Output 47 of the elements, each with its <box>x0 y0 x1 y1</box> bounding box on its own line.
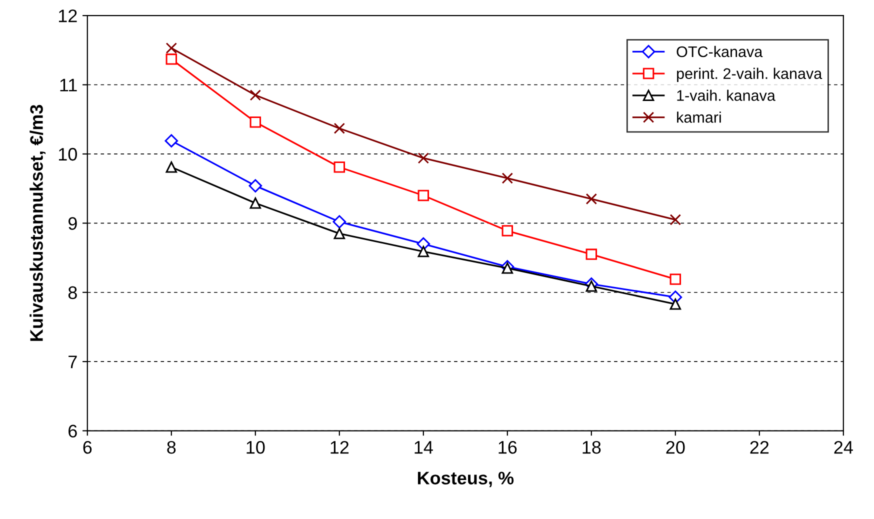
point <box>418 246 430 258</box>
x-tick-label: 10 <box>246 440 265 454</box>
point <box>670 274 682 285</box>
point <box>164 134 178 148</box>
legend-label: 1-vaih. kanava <box>677 90 776 101</box>
point <box>166 42 178 54</box>
x-tick-label: 16 <box>498 440 517 454</box>
point <box>586 248 598 260</box>
point <box>670 214 682 226</box>
point <box>250 197 262 209</box>
point <box>332 215 346 228</box>
point <box>586 193 598 205</box>
x-axis-title: Kosteus, % <box>418 472 514 488</box>
x-tick-label: 20 <box>666 440 685 454</box>
x-tick-label: 12 <box>330 440 349 454</box>
y-tick-label: 8 <box>68 286 77 300</box>
x-tick-label: 14 <box>414 441 433 454</box>
x-tick-label: 8 <box>167 440 176 454</box>
x-tick-label: 24 <box>834 440 853 454</box>
point <box>166 161 178 173</box>
point <box>586 280 598 292</box>
point <box>334 161 346 173</box>
x-tick-label: 22 <box>750 440 769 454</box>
point <box>334 228 346 240</box>
legend-label: perint. 2-vaih. kanava <box>677 68 822 82</box>
y-tick-label: 12 <box>58 10 77 22</box>
point <box>166 54 178 65</box>
point <box>418 152 430 164</box>
y-tick-label: 6 <box>68 424 77 438</box>
point <box>248 179 262 192</box>
point <box>250 116 262 128</box>
x-tick-label: 6 <box>83 440 92 454</box>
y-axis-title: Kuivauskustannukset, €/m3 <box>30 104 46 341</box>
point <box>502 262 514 274</box>
legend-label: OTC-kanava <box>676 46 763 58</box>
legend-label: kamari <box>677 112 721 123</box>
point <box>334 122 346 134</box>
y-tick-label: 11 <box>60 78 77 92</box>
y-tick-label: 10 <box>58 148 77 161</box>
point <box>502 225 514 236</box>
point <box>250 90 262 101</box>
point <box>418 190 430 202</box>
point <box>670 298 682 310</box>
y-tick-label: 7 <box>68 356 77 368</box>
point <box>502 172 514 184</box>
y-tick-label: 9 <box>68 217 77 230</box>
x-tick-label: 18 <box>582 440 601 454</box>
